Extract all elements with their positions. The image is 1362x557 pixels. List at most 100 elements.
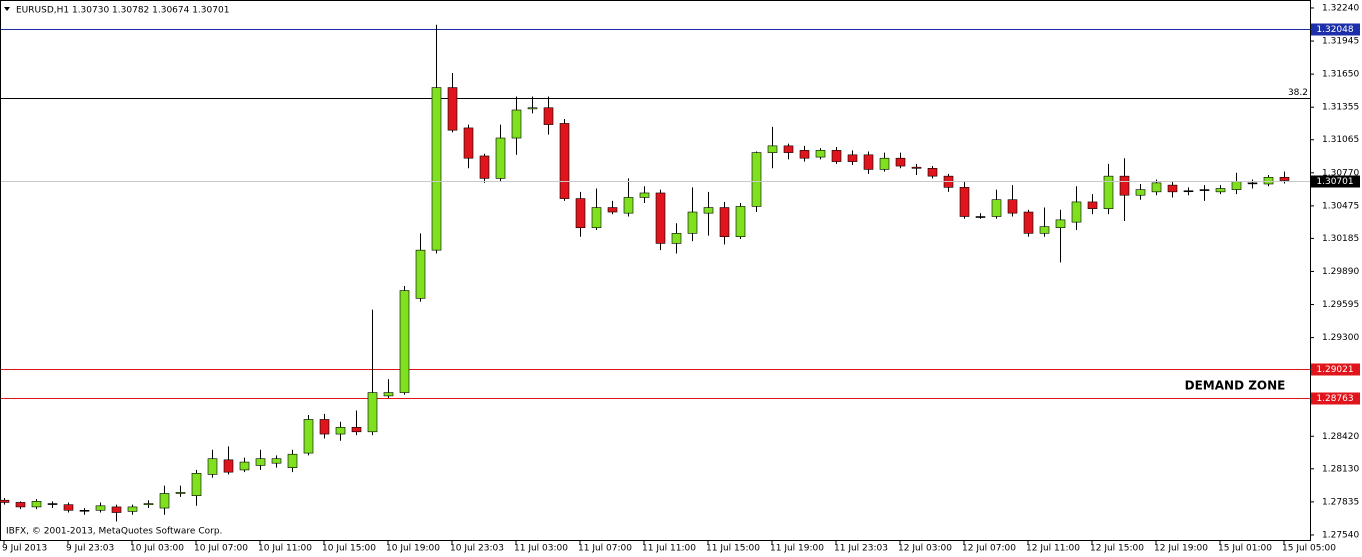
candle-body xyxy=(687,211,698,234)
x-tick-label: 12 Jul 03:00 xyxy=(898,544,952,554)
candle-body xyxy=(159,493,170,509)
candle-body xyxy=(111,506,122,513)
x-tick-label: 9 Jul 23:03 xyxy=(66,544,114,554)
candle-body xyxy=(1151,182,1162,193)
candle-body xyxy=(127,506,138,512)
candle-body xyxy=(15,502,26,508)
candle-body xyxy=(143,503,154,505)
candle-body xyxy=(367,392,378,433)
y-tick-label: 1.31945 xyxy=(1322,37,1359,47)
candle-body xyxy=(319,419,330,435)
candle-body xyxy=(815,150,826,158)
candle-body xyxy=(639,192,650,198)
candle-body xyxy=(399,290,410,393)
candle-body xyxy=(1087,201,1098,209)
x-tick-label: 10 Jul 11:00 xyxy=(258,544,312,554)
candle-body xyxy=(255,458,266,466)
x-tick-label: 12 Jul 11:00 xyxy=(1026,544,1080,554)
x-tick-label: 12 Jul 15:00 xyxy=(1090,544,1144,554)
x-tick-label: 9 Jul 2013 xyxy=(2,544,47,554)
candle-body xyxy=(335,427,346,435)
candle-body xyxy=(1007,199,1018,214)
candle-body xyxy=(1231,181,1242,190)
candle-body xyxy=(1135,189,1146,196)
candle-body xyxy=(495,137,506,179)
y-tick-label: 1.28420 xyxy=(1322,432,1359,442)
candle-body xyxy=(31,501,42,508)
candle-body xyxy=(575,198,586,229)
y-tick-label: 1.30770 xyxy=(1322,168,1359,178)
candle-body xyxy=(79,509,90,512)
candle-body xyxy=(831,150,842,162)
candle-body xyxy=(991,199,1002,217)
x-tick-label: 15 Jul 05:00 xyxy=(1282,544,1336,554)
level-price-label: 1.28763 xyxy=(1316,394,1353,404)
candle-body xyxy=(383,392,394,397)
level-price-box xyxy=(1311,363,1360,376)
current-price-label: 1.30701 xyxy=(1316,177,1353,187)
candle-body xyxy=(479,155,490,179)
candle-body xyxy=(1263,176,1274,185)
candle-body xyxy=(863,154,874,170)
current-price-box xyxy=(1311,175,1360,188)
x-tick-label: 11 Jul 15:00 xyxy=(706,544,760,554)
candle-body xyxy=(751,152,762,207)
candle-body xyxy=(47,503,58,505)
x-tick-label: 15 Jul 01:00 xyxy=(1218,544,1272,554)
candle-body xyxy=(1071,201,1082,223)
candle-body xyxy=(559,123,570,199)
candle-body xyxy=(895,157,906,167)
x-tick-label: 11 Jul 19:00 xyxy=(770,544,824,554)
chart-header: EURUSD,H1 1.30730 1.30782 1.30674 1.3070… xyxy=(16,6,229,16)
candle-body xyxy=(463,127,474,159)
candle-body xyxy=(767,145,778,153)
candle-body xyxy=(1055,219,1066,229)
candle-body xyxy=(447,87,458,131)
x-tick-label: 11 Jul 03:00 xyxy=(514,544,568,554)
candle-body xyxy=(511,109,522,139)
candle-body xyxy=(271,458,282,464)
candle-body xyxy=(223,459,234,473)
x-tick-label: 11 Jul 11:00 xyxy=(642,544,696,554)
y-tick-label: 1.30185 xyxy=(1322,234,1359,244)
level-price-label: 1.29021 xyxy=(1316,365,1353,375)
candle-body xyxy=(239,461,250,471)
candle-body xyxy=(799,150,810,159)
level-price-box xyxy=(1311,23,1360,36)
menu-arrow[interactable] xyxy=(4,7,10,11)
candle-body xyxy=(1023,211,1034,234)
candle-body xyxy=(303,419,314,454)
candle-body xyxy=(95,505,106,511)
y-tick-label: 1.29300 xyxy=(1322,333,1359,343)
y-tick-label: 1.28130 xyxy=(1322,464,1359,474)
y-tick-label: 1.29890 xyxy=(1322,267,1359,277)
candle-body xyxy=(655,192,666,244)
candle-body xyxy=(1215,188,1226,193)
candle-body xyxy=(623,197,634,214)
candle-body xyxy=(703,207,714,214)
candle-body xyxy=(543,107,554,125)
plot-frame xyxy=(0,0,1311,541)
candle-body xyxy=(735,206,746,237)
candle-body xyxy=(351,427,362,433)
x-tick-label: 10 Jul 23:03 xyxy=(450,544,504,554)
candle-body xyxy=(959,187,970,217)
candle-body xyxy=(927,168,938,177)
candle-body xyxy=(1199,189,1210,191)
y-tick-label: 1.27540 xyxy=(1322,530,1359,540)
copyright: IBFX, © 2001-2013, MetaQuotes Software C… xyxy=(6,527,222,537)
candle-body xyxy=(191,472,202,497)
level-label: 38.2 xyxy=(1288,88,1308,98)
candle-body xyxy=(63,504,74,511)
y-tick-label: 1.29595 xyxy=(1322,300,1359,310)
candle-body xyxy=(527,107,538,110)
candle-body xyxy=(719,207,730,237)
level-price-box xyxy=(1311,392,1360,405)
x-tick-label: 10 Jul 15:00 xyxy=(322,544,376,554)
x-tick-label: 11 Jul 07:00 xyxy=(578,544,632,554)
candle-body xyxy=(879,157,890,170)
candle-body xyxy=(671,233,682,244)
x-tick-label: 10 Jul 19:00 xyxy=(386,544,440,554)
